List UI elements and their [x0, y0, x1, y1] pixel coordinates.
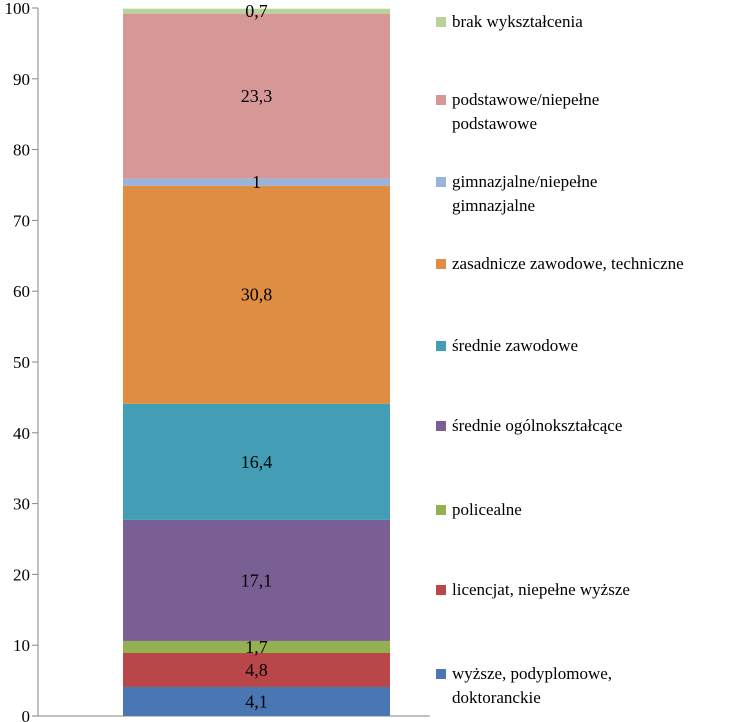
legend-label-line: licencjat, niepełne wyższe [452, 580, 630, 599]
data-label: 17,1 [241, 570, 273, 590]
legend-swatch [436, 17, 446, 27]
legend-label-line: gimnazjalne/niepełne [452, 172, 597, 191]
bar-segment [123, 640, 390, 653]
y-tick-label: 90 [13, 70, 30, 89]
y-tick-label: 100 [5, 0, 31, 18]
legend-swatch [436, 177, 446, 187]
legend-label: zasadnicze zawodowe, techniczne [452, 254, 684, 273]
legend-item: średnie zawodowe [436, 336, 578, 355]
y-tick-label: 80 [13, 141, 30, 160]
legend-swatch [436, 585, 446, 595]
bar-segment [123, 403, 390, 520]
legend-label-line: wyższe, podyplomowe, [452, 664, 612, 683]
bar-segment [123, 185, 390, 404]
bar-segment [123, 652, 390, 687]
data-label: 1,7 [245, 637, 268, 657]
legend-item: gimnazjalne/niepełne gimnazjalne [436, 172, 597, 215]
legend-label-line: średnie ogólnokształcące [452, 416, 622, 435]
legend-swatch [436, 341, 446, 351]
stacked-bar [123, 8, 390, 716]
data-label: 16,4 [241, 452, 273, 472]
legend-label: gimnazjalne/niepełne gimnazjalne [452, 172, 597, 215]
legend-item: licencjat, niepełne wyższe [436, 580, 630, 599]
y-tick-label: 40 [13, 424, 30, 443]
y-axis: 0 10 20 30 40 50 60 70 80 90 100 [5, 0, 430, 722]
legend-swatch [436, 669, 446, 679]
bar-segment [123, 178, 390, 186]
y-tick-label: 70 [13, 211, 30, 230]
bar-segment [123, 13, 390, 179]
data-label: 0,7 [245, 1, 268, 21]
legend-swatch [436, 259, 446, 269]
legend-label-line: policealne [452, 500, 522, 519]
legend-label: brak wykształcenia [452, 12, 583, 31]
bar-segment [123, 8, 390, 14]
data-label: 30,8 [241, 285, 273, 305]
legend-label-line: gimnazjalne [452, 196, 535, 215]
legend-swatch [436, 95, 446, 105]
legend-label: wyższe, podyplomowe, doktoranckie [452, 664, 612, 707]
data-labels: 4,1 4,8 1,7 17,1 16,4 30,8 1 23,3 0,7 [241, 1, 273, 711]
legend-swatch [436, 421, 446, 431]
bar-segment [123, 686, 390, 716]
legend-item: policealne [436, 500, 522, 519]
legend-label: licencjat, niepełne wyższe [452, 580, 630, 599]
legend-label-line: podstawowe/niepełne [452, 90, 599, 109]
legend-label-line: średnie zawodowe [452, 336, 578, 355]
legend-label: średnie zawodowe [452, 336, 578, 355]
y-tick-label: 20 [13, 565, 30, 584]
legend-item: brak wykształcenia [436, 12, 583, 31]
y-tick-label: 60 [13, 282, 30, 301]
legend-item: zasadnicze zawodowe, techniczne [436, 254, 684, 273]
legend-label: policealne [452, 500, 522, 519]
legend-label-line: brak wykształcenia [452, 12, 583, 31]
data-label: 23,3 [241, 86, 273, 106]
legend-swatch [436, 505, 446, 515]
legend-item: wyższe, podyplomowe, doktoranckie [436, 664, 612, 707]
legend-label-line: doktoranckie [452, 688, 541, 707]
y-tick-label: 0 [22, 707, 31, 722]
y-tick-label: 10 [13, 636, 30, 655]
data-label: 4,8 [245, 660, 268, 680]
data-label: 1 [252, 172, 261, 192]
y-tick-label: 30 [13, 495, 30, 514]
data-label: 4,1 [245, 691, 268, 711]
y-tick-label: 50 [13, 353, 30, 372]
legend-label-line: podstawowe [452, 114, 537, 133]
bar-segment [123, 519, 390, 641]
legend-label: podstawowe/niepełne podstawowe [452, 90, 599, 133]
legend-item: podstawowe/niepełne podstawowe [436, 90, 599, 133]
legend-label: średnie ogólnokształcące [452, 416, 622, 435]
legend-item: średnie ogólnokształcące [436, 416, 622, 435]
legend-label-line: zasadnicze zawodowe, techniczne [452, 254, 684, 273]
